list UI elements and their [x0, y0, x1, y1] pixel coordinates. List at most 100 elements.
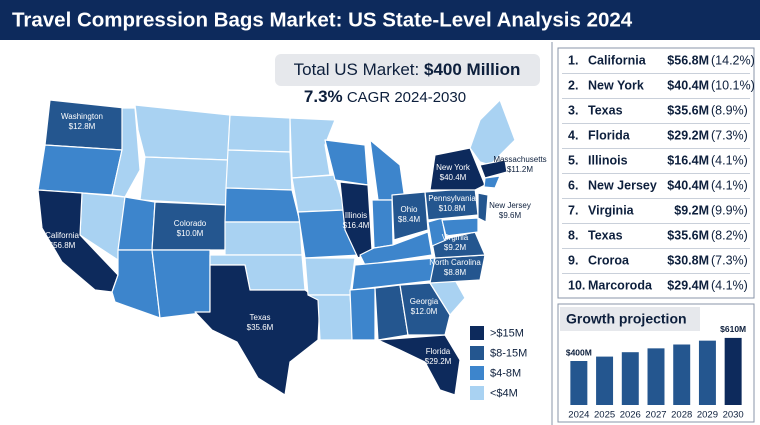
legend-swatch: [470, 366, 484, 380]
growth-title-bg: [560, 307, 700, 331]
legend-swatch: [470, 346, 484, 360]
state-value: $9.2M: [444, 243, 467, 252]
state: [479, 159, 508, 179]
state-value: $11.2M: [507, 165, 533, 174]
state: [37, 144, 123, 196]
state-value: $56.8M: [49, 241, 76, 250]
bar: [596, 356, 614, 405]
legend-label: $4-8M: [490, 367, 521, 379]
bar: [698, 340, 716, 405]
state: [151, 249, 211, 319]
state: [391, 191, 429, 241]
state-name: Illinois: [345, 211, 367, 220]
state-value: $16.4M: [343, 221, 370, 230]
rank: 1.: [568, 53, 578, 67]
state: [225, 149, 293, 191]
state-name: California: [588, 53, 647, 67]
state-value: $35.6M: [667, 228, 709, 242]
x-tick-label: 2025: [594, 410, 615, 421]
x-tick-label: 2028: [671, 410, 692, 421]
state-value: $12.8M: [69, 122, 96, 131]
state: [431, 231, 486, 259]
x-tick-label: 2030: [723, 410, 744, 421]
rank: 3.: [568, 103, 578, 117]
rank: 7.: [568, 203, 578, 217]
growth-title: Growth projection: [566, 311, 687, 327]
state-value: $12.0M: [411, 307, 438, 316]
state-value: $29.2M: [425, 357, 452, 366]
value-label: $610M: [720, 324, 746, 334]
bar: [673, 344, 691, 405]
state-name: New York: [588, 78, 644, 92]
state-name: California: [45, 231, 79, 240]
state: [377, 334, 461, 396]
state: [227, 114, 291, 153]
rank: 10.: [568, 278, 585, 292]
state-value: $30.8M: [667, 253, 709, 267]
ranking-table: 1. California $56.8M (14.2%) 2. New York $40.4…: [562, 53, 755, 292]
state-name: Pennsylvania: [428, 194, 476, 203]
state-name: Georgia: [410, 297, 439, 306]
state-value: $56.8M: [667, 53, 709, 67]
state-share: (4.1%): [711, 178, 748, 192]
rank: 6.: [568, 178, 578, 192]
legend: >$15M $8-15M $4-8M <$4M: [470, 326, 527, 400]
state-value: $29.2M: [667, 128, 709, 142]
summary-box: [275, 54, 540, 86]
state: [441, 217, 479, 237]
x-tick-label: 2026: [620, 410, 641, 421]
state: [224, 187, 301, 223]
legend-label: >$15M: [490, 327, 524, 339]
state-name: Marcoroda: [588, 278, 653, 292]
state-name: Florida: [588, 128, 631, 142]
state-name: Virginia: [588, 203, 635, 217]
state: [194, 264, 321, 396]
state-value: $10.8M: [439, 204, 466, 213]
state-share: (4.1%): [711, 278, 748, 292]
rank: 9.: [568, 253, 578, 267]
growth-chart: 2024 $400M 2025 2026 2027 2028 2029 2030 $610M: [566, 324, 746, 420]
bar: [647, 348, 665, 405]
state-value: $35.6M: [667, 103, 709, 117]
state-share: (9.9%): [711, 203, 748, 217]
value-label: $400M: [566, 347, 592, 357]
state: [371, 199, 394, 249]
state-share: (7.3%): [711, 253, 748, 267]
state-value: $9.6M: [499, 211, 522, 220]
rank: 2.: [568, 78, 578, 92]
state-value: $8.8M: [444, 268, 467, 277]
state: [477, 192, 489, 223]
state-share: (8.9%): [711, 103, 748, 117]
state-name: Washington: [61, 112, 103, 121]
x-tick-label: 2024: [568, 410, 589, 421]
state-name: Florida: [426, 347, 451, 356]
state-value: $40.4M: [667, 178, 709, 192]
state-value: $16.4M: [667, 153, 709, 167]
state-name: New York: [436, 163, 471, 172]
state-value: $29.4M: [667, 278, 709, 292]
state-name: New Jersey: [489, 201, 531, 210]
total-value: $400 Million: [424, 60, 520, 79]
map-labels: Washington $12.8M California $56.8M Colo…: [45, 112, 547, 366]
state: [429, 147, 486, 191]
state: [139, 156, 229, 206]
legend-swatch: [470, 386, 484, 400]
cagr-label: CAGR 2024-2030: [347, 89, 466, 106]
state-name: Illinois: [588, 153, 628, 167]
state-value: $8.4M: [398, 215, 421, 224]
x-tick-label: 2027: [645, 410, 666, 421]
total-label: Total US Market:: [294, 60, 420, 79]
state-name: Texas: [588, 228, 623, 242]
rank: 8.: [568, 228, 578, 242]
state-name: North Carolina: [429, 258, 481, 267]
x-tick-label: 2029: [697, 410, 718, 421]
state: [483, 175, 501, 189]
rank: 5.: [568, 153, 578, 167]
state-value: $35.6M: [247, 323, 274, 332]
state-value: $40.4M: [667, 78, 709, 92]
state: [469, 99, 516, 166]
us-map: [37, 99, 516, 396]
rank: 4.: [568, 128, 578, 142]
state-name: Texas: [588, 103, 623, 117]
